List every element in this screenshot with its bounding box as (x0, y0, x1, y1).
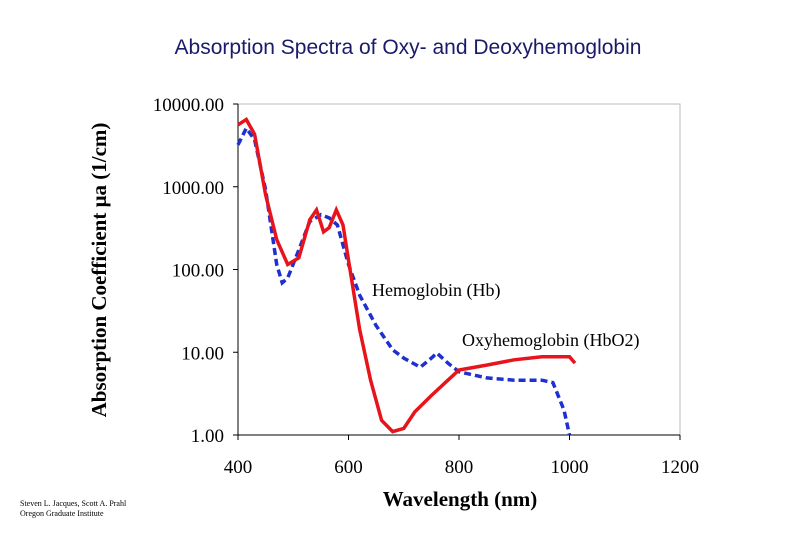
y-axis-label: Absorption Coefficient μa (1/cm) (87, 123, 111, 418)
credit: Oregon Graduate Institute (20, 509, 104, 518)
x-axis-label: Wavelength (nm) (383, 487, 538, 511)
series-line (237, 117, 577, 434)
y-tick-label: 1.00 (191, 426, 224, 447)
x-tick-label: 400 (224, 457, 253, 478)
x-tick-label: 600 (334, 457, 363, 478)
credit: Steven L. Jacques, Scott A. Prahl (20, 499, 127, 508)
y-tick-label: 10.00 (181, 343, 224, 364)
chart-title: Absorption Spectra of Oxy- and Deoxyhemo… (175, 36, 642, 59)
series-line (236, 124, 572, 436)
y-tick-label: 100.00 (172, 261, 224, 282)
y-tick-label: 10000.00 (153, 95, 224, 116)
y-tick-label: 1000.00 (162, 178, 224, 199)
x-tick-label: 1000 (551, 457, 589, 478)
series-label: Hemoglobin (Hb) (372, 280, 500, 301)
x-tick-label: 1200 (661, 457, 699, 478)
plot-frame (237, 103, 681, 436)
series-label: Oxyhemoglobin (HbO2) (462, 330, 639, 351)
x-tick-label: 800 (445, 457, 474, 478)
